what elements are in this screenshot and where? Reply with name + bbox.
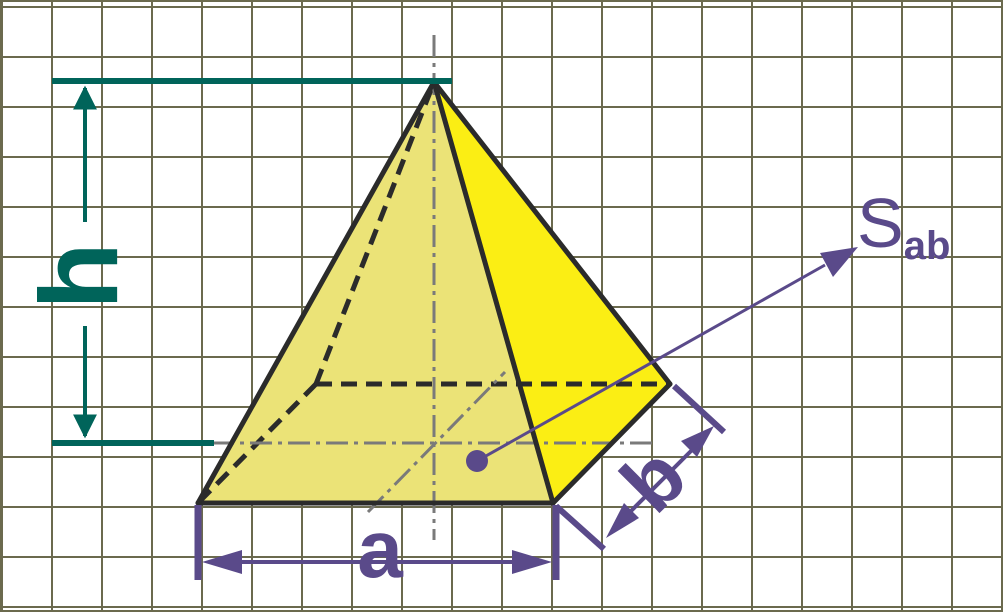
height-dimension (52, 78, 452, 446)
area-pointer (466, 247, 858, 472)
base-length-label: a (357, 504, 404, 595)
area-symbol: S (857, 184, 904, 262)
base-width-dimension (553, 383, 727, 552)
height-label: h (18, 242, 141, 309)
base-length-dimension (194, 505, 560, 580)
area-label: Sab (857, 184, 950, 268)
right-face (434, 82, 670, 503)
area-subscript: ab (904, 224, 951, 268)
visible-edges (195, 79, 673, 506)
center-axes (212, 35, 655, 540)
front-face (198, 82, 553, 503)
